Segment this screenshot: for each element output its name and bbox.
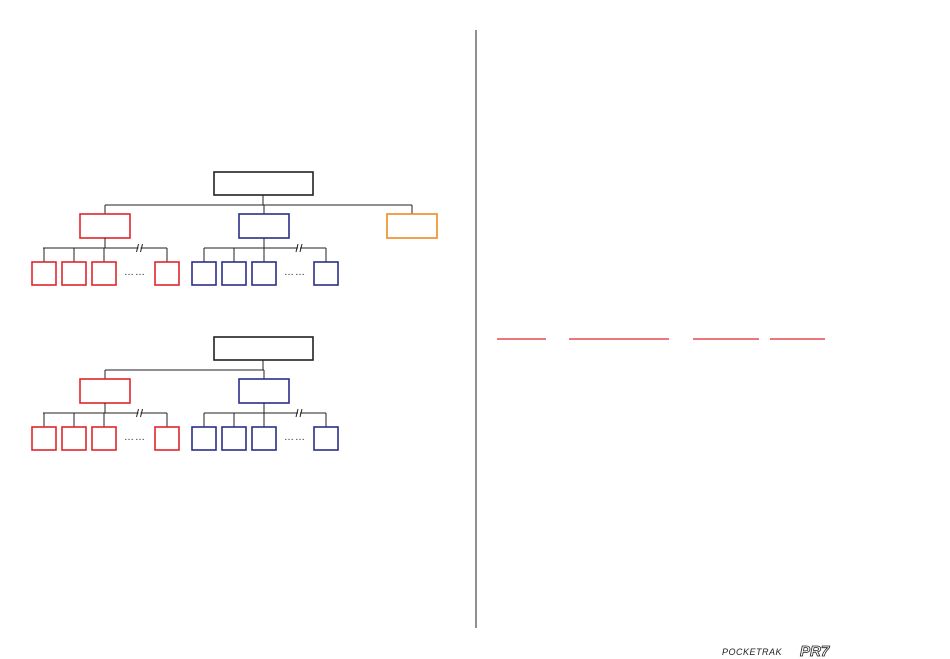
item-box [251, 426, 277, 451]
item-box [31, 426, 57, 451]
item-box [191, 426, 217, 451]
folder-box [79, 378, 131, 404]
break-mark [136, 243, 143, 253]
root-box [213, 336, 314, 361]
folder-box [238, 378, 290, 404]
item-box [154, 426, 180, 451]
break-gap [298, 247, 300, 249]
break-mark [295, 408, 303, 418]
item-box [313, 426, 339, 451]
folder-box [386, 213, 438, 239]
folder-diagrams: …… …… …… …… [31, 171, 438, 451]
item-box [154, 261, 180, 286]
item-box [61, 426, 87, 451]
ellipsis: …… [284, 432, 306, 443]
folder-box [79, 213, 131, 239]
break-gap [138, 247, 141, 249]
item-box [191, 261, 217, 286]
item-box [31, 261, 57, 286]
break-mark [295, 243, 303, 253]
brand-logo: POCKETRAK [722, 647, 783, 657]
break-gap [298, 412, 300, 414]
item-box [91, 261, 117, 286]
item-box [221, 426, 247, 451]
ellipsis: …… [124, 432, 146, 443]
ellipsis: …… [284, 267, 306, 278]
ellipsis: …… [124, 267, 146, 278]
root-box [213, 171, 314, 196]
item-box [61, 261, 87, 286]
break-gap [138, 412, 141, 414]
item-box [251, 261, 277, 286]
item-box [91, 426, 117, 451]
item-box [221, 261, 247, 286]
item-box [313, 261, 339, 286]
folder-box [238, 213, 290, 239]
break-mark [136, 408, 143, 418]
model-logo: PR7 [800, 643, 830, 659]
